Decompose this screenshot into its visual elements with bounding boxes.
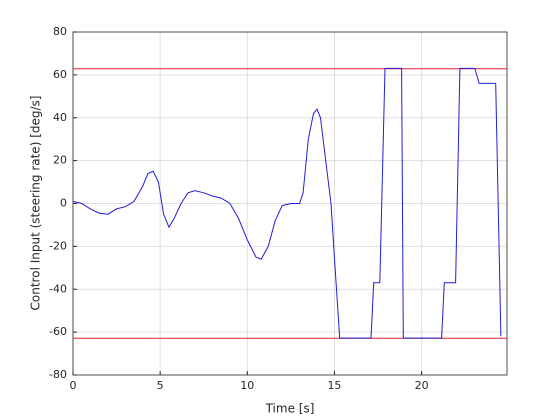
- y-tick-label: 40: [53, 111, 67, 124]
- y-tick-label: 60: [53, 68, 67, 81]
- y-tick-label: 0: [60, 197, 67, 210]
- plot-frame: [72, 31, 508, 376]
- y-tick-label: 20: [53, 154, 67, 167]
- x-tick-label: 0: [70, 379, 77, 392]
- y-tick-label: -60: [49, 325, 67, 338]
- data-line: [72, 67, 502, 339]
- x-tick-label: 20: [415, 379, 429, 392]
- x-tick-label: 10: [240, 379, 254, 392]
- y-tick-label: -40: [49, 282, 67, 295]
- x-tick-label: 5: [157, 379, 164, 392]
- y-tick-label: -80: [49, 368, 67, 381]
- y-tick-label: -20: [49, 239, 67, 252]
- x-tick-label: 15: [327, 379, 341, 392]
- y-tick-label: 80: [53, 25, 67, 38]
- y-axis-label: Control Input (steering rate) [deg/s]: [29, 96, 43, 311]
- x-axis-label: Time [s]: [265, 402, 315, 416]
